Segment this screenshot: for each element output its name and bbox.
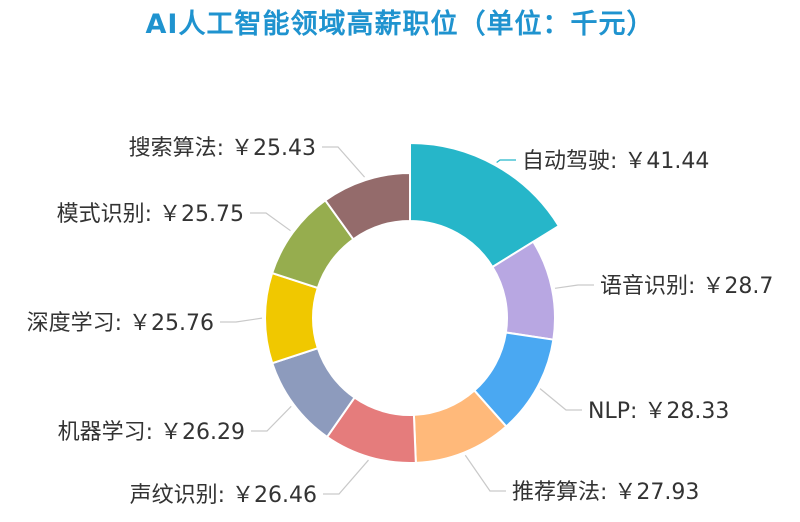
label-leader-line: [322, 146, 366, 178]
slice-data-label: 搜索算法: ￥25.43: [129, 136, 316, 161]
label-leader-line: [250, 212, 291, 232]
slice-data-label: 模式识别: ￥25.75: [57, 202, 244, 227]
label-leader-line: [464, 454, 506, 492]
label-leader-line: [554, 284, 594, 289]
slice-data-label: 语音识别: ￥28.7: [600, 274, 773, 299]
label-leader-line: [539, 388, 582, 411]
donut-slice[interactable]: [409, 141, 561, 269]
label-leader-line: [251, 405, 292, 432]
slice-data-label: 深度学习: ￥25.76: [27, 311, 214, 336]
slice-data-label: 声纹识别: ￥26.46: [130, 483, 317, 508]
slice-data-label: NLP: ￥28.33: [588, 399, 729, 424]
label-leader-line: [323, 459, 369, 495]
slice-data-label: 自动驾驶: ￥41.44: [522, 149, 709, 174]
slice-data-label: 机器学习: ￥26.29: [58, 420, 245, 445]
donut-slice[interactable]: [264, 271, 320, 365]
label-leader-line: [220, 317, 263, 323]
slice-data-label: 推荐算法: ￥27.93: [512, 480, 699, 505]
chart-title: AI人工智能领域高薪职位（单位：千元）: [145, 9, 655, 40]
donut-slice[interactable]: [323, 171, 411, 241]
label-leader-line: [496, 159, 516, 163]
